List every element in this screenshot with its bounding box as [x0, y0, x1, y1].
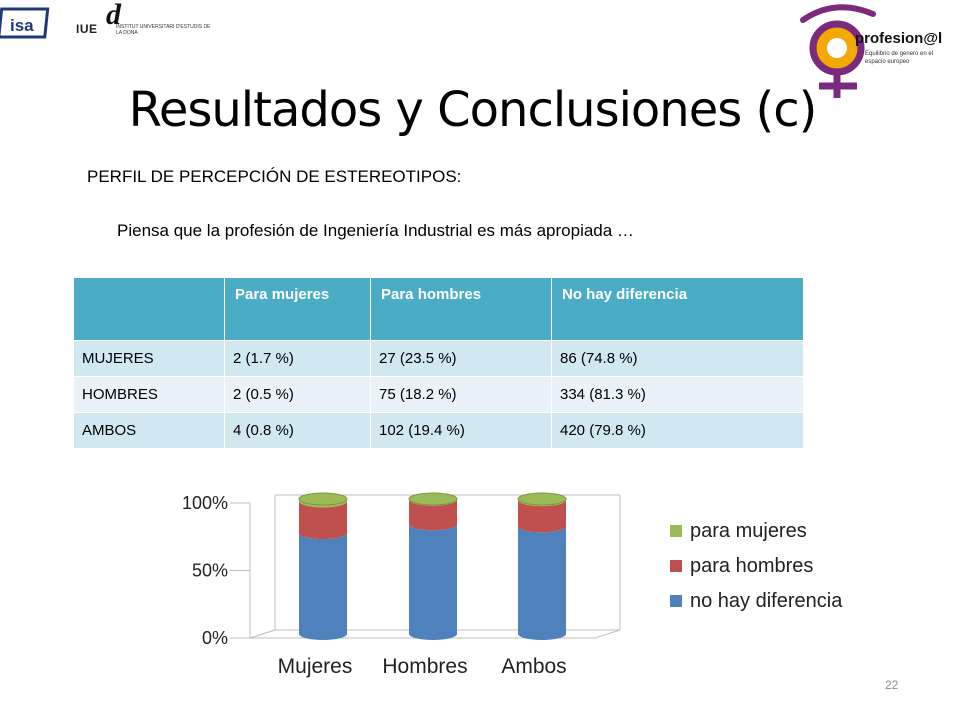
table-cell: AMBOS [73, 412, 225, 449]
legend-swatch [670, 525, 682, 537]
profesional-logo-subtitle: Equilibrio de genero en el espacio europ… [865, 51, 934, 65]
table-cell: 334 (81.3 %) [551, 376, 804, 413]
table-cell: 27 (23.5 %) [370, 340, 552, 377]
legend-label: no hay diferencia [690, 590, 843, 612]
iue-logo-text: IUE [76, 22, 98, 36]
table-header-row: Para mujeres Para hombres No hay diferen… [73, 277, 804, 341]
table-header-cell [73, 277, 225, 341]
bar-top-cap [298, 492, 348, 506]
legend-swatch [670, 560, 682, 572]
bar-segment [299, 533, 347, 640]
table-cell: 420 (79.8 %) [551, 412, 804, 449]
bar-top-cap [408, 492, 458, 506]
x-tick-label: Ambos [501, 655, 566, 678]
isa-logo: isa [0, 7, 50, 39]
iue-logo-subtitle: INSTITUT UNIVERSITARI D'ESTUDIS DE LA DO… [116, 24, 211, 36]
stacked-cylinder-chart: 0% 50% 100% Mujeres Hombres Ambos para mujeres… [182, 492, 843, 678]
question-text: Piensa que la profesión de Ingeniería In… [117, 221, 634, 240]
chart-floor [249, 629, 621, 639]
x-tick-label: Hombres [382, 655, 467, 678]
table-cell: 2 (1.7 %) [224, 340, 371, 377]
legend-swatch [670, 595, 682, 607]
table-cell: MUJERES [73, 340, 225, 377]
section-heading: PERFIL DE PERCEPCIÓN DE ESTEREOTIPOS: [87, 167, 462, 186]
bar-segment [299, 499, 347, 508]
iue-logo-d: d [106, 0, 121, 31]
table-row: HOMBRES 2 (0.5 %) 75 (18.2 %) 334 (81.3 … [73, 376, 804, 413]
table-cell: 2 (0.5 %) [224, 376, 371, 413]
table-cell: 75 (18.2 %) [370, 376, 552, 413]
iue-logo: IUE d INSTITUT UNIVERSITARI D'ESTUDIS DE… [76, 0, 216, 40]
chart-side-wall [249, 495, 276, 639]
table-cell: HOMBRES [73, 376, 225, 413]
table-row: MUJERES 2 (1.7 %) 27 (23.5 %) 86 (74.8 %… [73, 340, 804, 377]
profesional-logo: profesion@l Equilibrio de genero en el e… [795, 0, 960, 100]
x-tick-label: Mujeres [278, 655, 353, 678]
table-row: AMBOS 4 (0.8 %) 102 (19.4 %) 420 (79.8 %… [73, 412, 804, 449]
table-cell: 102 (19.4 %) [370, 412, 552, 449]
page-number: 22 [885, 678, 899, 692]
y-tick-label: 50% [192, 561, 228, 581]
bar-top-cap [517, 492, 567, 506]
profesional-logo-name: profesion@l [855, 30, 943, 47]
isa-logo-text: isa [10, 16, 34, 35]
table-cell: 4 (0.8 %) [224, 412, 371, 449]
table-header-cell: No hay diferencia [551, 277, 804, 341]
bar-segment [299, 501, 347, 540]
results-table: Para mujeres Para hombres No hay diferen… [73, 277, 804, 449]
table-header-cell: Para hombres [370, 277, 552, 341]
table-header-cell: Para mujeres [224, 277, 371, 341]
bar-segment [409, 499, 457, 531]
y-tick-label: 0% [202, 628, 228, 648]
bar-segment [518, 500, 566, 533]
legend-label: para mujeres [690, 520, 807, 542]
legend-label: para hombres [690, 555, 813, 577]
venus-symbol-icon [800, 4, 876, 98]
y-tick-label: 100% [182, 493, 228, 513]
bar-segment [518, 526, 566, 640]
slide-title: Resultados y Conclusiones (c) [128, 82, 818, 138]
table-cell: 86 (74.8 %) [551, 340, 804, 377]
bar-segment [409, 524, 457, 640]
